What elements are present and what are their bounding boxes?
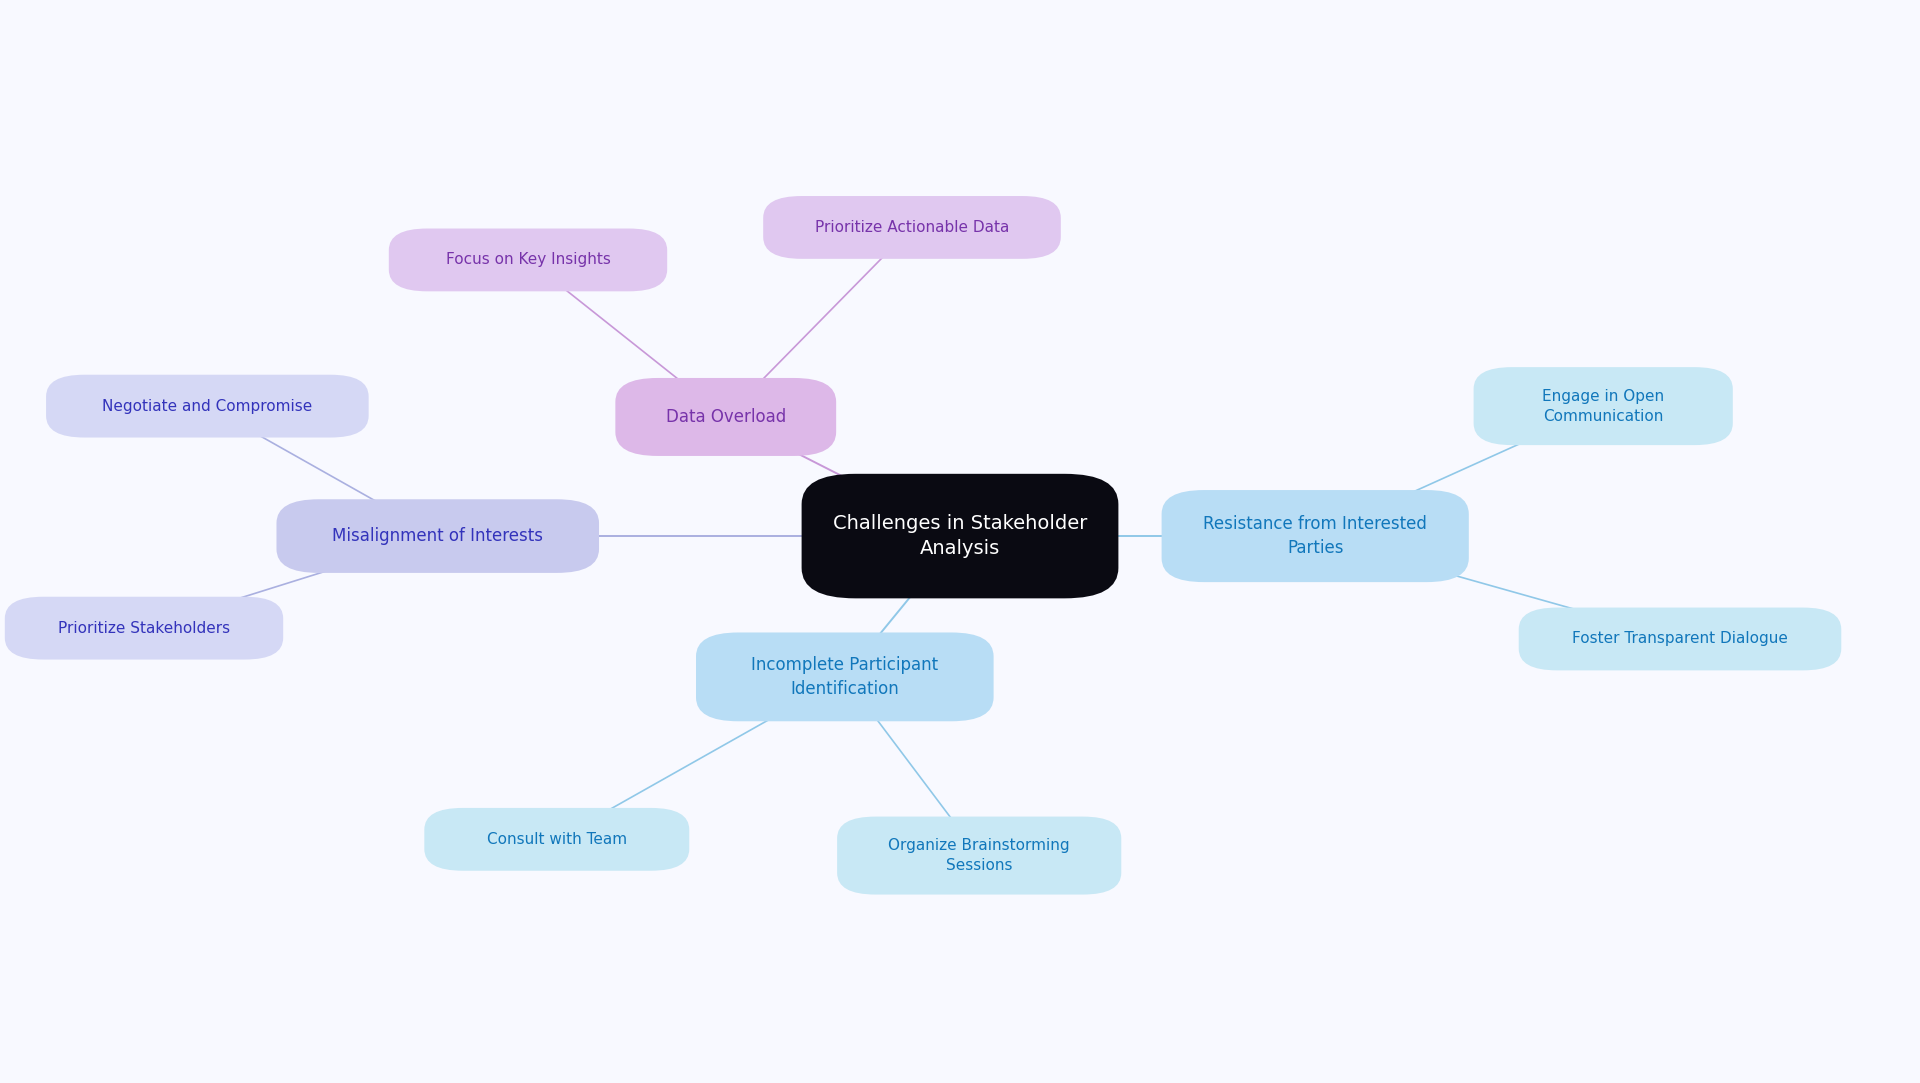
- FancyBboxPatch shape: [837, 817, 1121, 895]
- Text: Misalignment of Interests: Misalignment of Interests: [332, 527, 543, 545]
- Text: Foster Transparent Dialogue: Foster Transparent Dialogue: [1572, 631, 1788, 647]
- Text: Resistance from Interested
Parties: Resistance from Interested Parties: [1204, 516, 1427, 557]
- FancyBboxPatch shape: [1162, 490, 1469, 583]
- FancyBboxPatch shape: [46, 375, 369, 438]
- FancyBboxPatch shape: [6, 597, 284, 660]
- FancyBboxPatch shape: [1475, 367, 1732, 445]
- Text: Incomplete Participant
Identification: Incomplete Participant Identification: [751, 656, 939, 697]
- Text: Consult with Team: Consult with Team: [488, 832, 626, 847]
- FancyBboxPatch shape: [614, 378, 837, 456]
- Text: Challenges in Stakeholder
Analysis: Challenges in Stakeholder Analysis: [833, 514, 1087, 558]
- FancyBboxPatch shape: [695, 632, 995, 721]
- Text: Data Overload: Data Overload: [666, 408, 785, 426]
- Text: Prioritize Actionable Data: Prioritize Actionable Data: [814, 220, 1010, 235]
- Text: Prioritize Stakeholders: Prioritize Stakeholders: [58, 621, 230, 636]
- Text: Focus on Key Insights: Focus on Key Insights: [445, 252, 611, 268]
- FancyBboxPatch shape: [276, 499, 599, 573]
- Text: Negotiate and Compromise: Negotiate and Compromise: [102, 399, 313, 414]
- FancyBboxPatch shape: [424, 808, 689, 871]
- FancyBboxPatch shape: [1519, 608, 1841, 670]
- Text: Organize Brainstorming
Sessions: Organize Brainstorming Sessions: [889, 838, 1069, 873]
- FancyBboxPatch shape: [762, 196, 1060, 259]
- Text: Engage in Open
Communication: Engage in Open Communication: [1542, 389, 1665, 423]
- FancyBboxPatch shape: [801, 474, 1117, 598]
- FancyBboxPatch shape: [388, 229, 668, 291]
